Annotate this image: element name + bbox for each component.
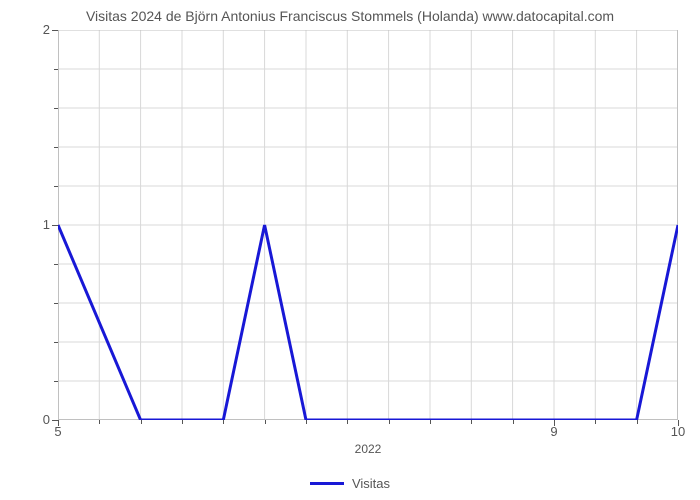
- legend: Visitas: [0, 475, 700, 491]
- axis-tick: [54, 147, 58, 148]
- axis-tick: [54, 303, 58, 304]
- axis-tick: [306, 420, 307, 424]
- axis-tick: [54, 69, 58, 70]
- axis-tick: [347, 420, 348, 424]
- axis-tick-label: 5: [28, 424, 88, 439]
- axis-tick: [554, 420, 555, 426]
- axis-tick: [54, 264, 58, 265]
- axis-tick: [430, 420, 431, 424]
- axis-tick: [471, 420, 472, 424]
- axis-tick: [223, 420, 224, 424]
- axis-tick: [595, 420, 596, 424]
- axis-tick: [678, 420, 679, 426]
- axis-tick: [58, 420, 59, 426]
- axis-tick: [265, 420, 266, 424]
- axis-tick: [637, 420, 638, 424]
- axis-tick: [54, 186, 58, 187]
- line-chart: [58, 30, 678, 420]
- axis-tick-label: 10: [648, 424, 700, 439]
- axis-tick: [513, 420, 514, 424]
- chart-container: Visitas 2024 de Björn Antonius Franciscu…: [0, 0, 700, 500]
- axis-tick: [54, 342, 58, 343]
- axis-tick: [99, 420, 100, 424]
- axis-tick: [141, 420, 142, 424]
- legend-swatch: [310, 482, 344, 485]
- axis-tick: [54, 108, 58, 109]
- axis-tick: [52, 225, 58, 226]
- legend-label: Visitas: [352, 476, 390, 491]
- axis-tick-label: 1: [43, 217, 50, 232]
- axis-tick-label: 2: [43, 22, 50, 37]
- axis-tick: [52, 30, 58, 31]
- chart-title: Visitas 2024 de Björn Antonius Franciscu…: [0, 8, 700, 24]
- axis-tick: [54, 381, 58, 382]
- axis-tick: [389, 420, 390, 424]
- axis-tick-label: 2022: [338, 442, 398, 456]
- axis-tick: [182, 420, 183, 424]
- axis-tick-label: 9: [524, 424, 584, 439]
